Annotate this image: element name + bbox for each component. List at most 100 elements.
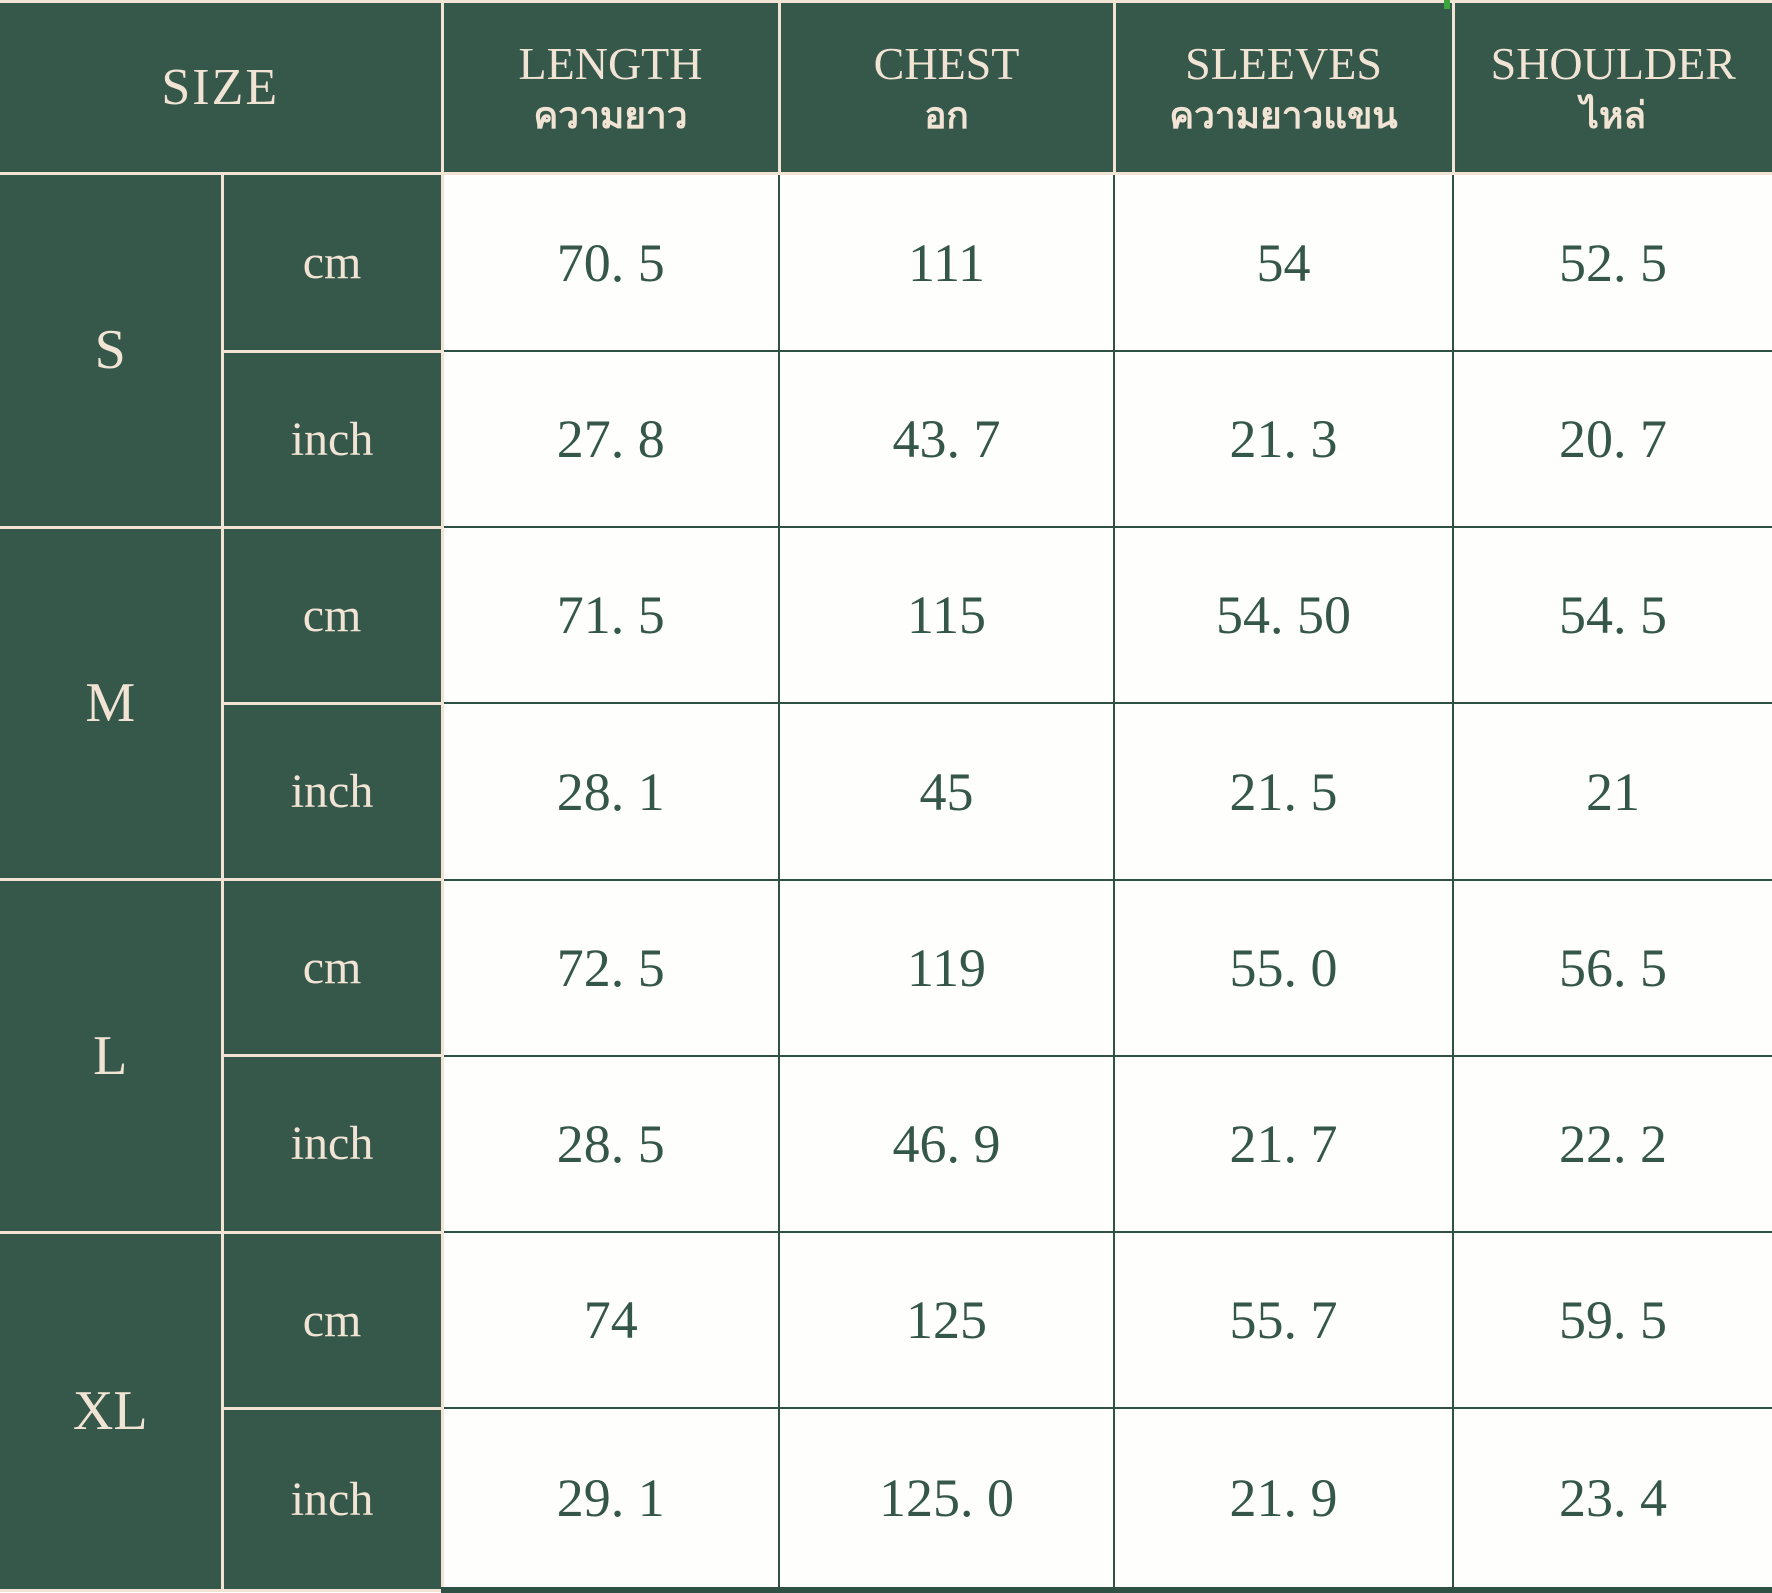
chest-header-en: CHEST [873,38,1020,89]
value: 72. 5 [556,937,665,998]
length-header-en: LENGTH [518,38,703,89]
value: 71. 5 [556,585,665,646]
size-cell-l: L [0,878,224,1234]
value: 54. 5 [1559,585,1668,646]
value: 28. 5 [556,1113,665,1174]
green-tick-artifact [1444,0,1450,9]
value-cell: 22. 2 [1452,1054,1772,1234]
row-l-inch: inch 28. 5 46. 9 21. 7 22. 2 [0,1054,1772,1234]
size-cell-m: M [0,525,224,882]
value: 56. 5 [1559,937,1668,998]
unit-label: inch [290,412,374,466]
size-label: S [94,319,126,382]
value: 21. 3 [1229,409,1338,470]
value-cell: 52. 5 [1452,172,1772,353]
unit-cell-inch: inch [222,1054,444,1234]
header-chest-cell: CHEST อก [777,0,1116,175]
shoulder-header-th: ไหล่ [1580,95,1647,136]
unit-label: cm [302,235,362,289]
unit-label: inch [290,1117,374,1171]
row-s-cm: S cm 70. 5 111 54 52. 5 [0,172,1772,529]
value: 125. 0 [879,1468,1015,1529]
value-cell: 21. 7 [1113,1054,1455,1234]
unit-cell-cm: cm [220,172,444,353]
value: 29. 1 [556,1468,665,1529]
row-l-cm: L cm 72. 5 119 55. 0 56. 5 [0,878,1772,1234]
value-cell: 21 [1452,702,1772,881]
value-cell: 56. 5 [1452,878,1772,1057]
value: 119 [907,937,987,998]
value-cell: 70. 5 [441,172,781,353]
value-cell: 21. 3 [1113,350,1455,529]
unit-cell-inch: inch [222,1406,444,1592]
header-row: SIZE LENGTH ความยาว CHEST อก SLEEVES ควา… [0,0,1772,175]
unit-cell-cm: cm [220,525,444,705]
row-m-cm: M cm 71. 5 115 54. 50 54. 5 [0,525,1772,882]
header-shoulder-cell: SHOULDER ไหล่ [1451,0,1772,175]
value-cell: 23. 4 [1452,1407,1772,1593]
value-cell: 20. 7 [1452,350,1772,529]
value-cell: 54 [1113,172,1455,353]
value: 52. 5 [1559,232,1668,293]
value-cell: 55. 0 [1113,878,1455,1057]
value-cell: 125. 0 [778,1407,1116,1593]
unit-cell-inch: inch [222,349,444,529]
value: 43. 7 [892,409,1001,470]
value-cell: 71. 5 [441,526,781,705]
header-sleeves-cell: SLEEVES ความยาวแขน [1112,0,1455,175]
value-cell: 125 [778,1231,1116,1410]
value-cell: 119 [778,878,1116,1057]
value: 21. 9 [1229,1468,1338,1529]
unit-cell-cm: cm [220,1230,444,1410]
shoulder-header-en: SHOULDER [1490,38,1736,89]
size-label: M [85,672,136,735]
value: 21 [1586,761,1641,822]
value: 74 [583,1290,638,1351]
value-cell: 21. 5 [1113,702,1455,881]
value-cell: 59. 5 [1452,1231,1772,1410]
value: 46. 9 [892,1113,1001,1174]
value: 20. 7 [1559,409,1668,470]
size-cell-xl: XL [0,1230,224,1592]
value: 21. 5 [1229,761,1338,822]
value-cell: 27. 8 [441,350,781,529]
value-cell: 72. 5 [441,878,781,1057]
unit-cell-cm: cm [220,878,444,1058]
value: 55. 7 [1229,1290,1338,1351]
value: 28. 1 [556,761,665,822]
row-xl-cm: XL cm 74 125 55. 7 59. 5 [0,1230,1772,1592]
value: 21. 7 [1229,1113,1338,1174]
unit-label: cm [302,588,362,642]
sleeves-header-th: ความยาวแขน [1169,95,1398,136]
value-cell: 54. 5 [1452,526,1772,705]
header-length-cell: LENGTH ความยาว [440,0,781,175]
value-cell: 74 [441,1231,781,1410]
value: 59. 5 [1559,1290,1668,1351]
value-cell: 28. 1 [441,702,781,881]
row-xl-inch: inch 29. 1 125. 0 21. 9 23. 4 [0,1406,1772,1593]
value-cell: 54. 50 [1113,526,1455,705]
unit-label: cm [302,1293,362,1347]
size-label: XL [72,1380,148,1442]
row-s-inch: inch 27. 8 43. 7 21. 3 20. 7 [0,349,1772,529]
unit-label: inch [290,1472,374,1526]
value: 125 [906,1290,988,1351]
value: 27. 8 [556,409,665,470]
value-cell: 43. 7 [778,350,1116,529]
size-cell-s: S [0,172,224,529]
length-header-th: ความยาว [533,95,688,136]
chest-header-th: อก [924,95,969,136]
value: 111 [908,232,986,293]
value: 54. 50 [1216,585,1352,646]
value-cell: 46. 9 [778,1054,1116,1234]
value: 22. 2 [1559,1113,1668,1174]
unit-label: inch [290,765,374,819]
header-size-cell: SIZE [0,0,444,175]
value: 45 [919,761,974,822]
unit-cell-inch: inch [222,701,444,882]
value-cell: 55. 7 [1113,1231,1455,1410]
value-cell: 111 [778,172,1116,353]
unit-label: cm [302,941,362,995]
value-cell: 21. 9 [1113,1407,1455,1593]
